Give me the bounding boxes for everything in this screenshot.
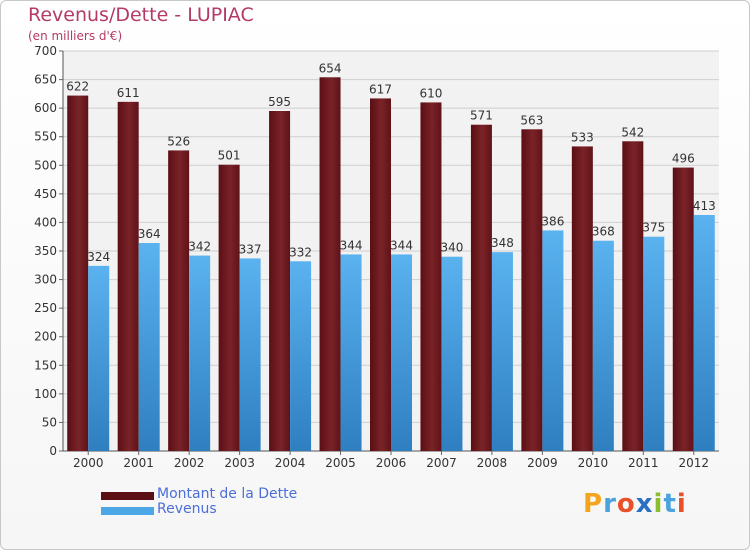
chart-subtitle: (en milliers d'€) [28, 29, 123, 43]
bar-revenue [290, 261, 312, 451]
data-label-revenue: 337 [239, 242, 262, 256]
x-tick-label: 2007 [426, 456, 457, 470]
bar-debt [622, 141, 644, 452]
data-label-debt: 496 [672, 152, 695, 166]
x-tick-label: 2006 [376, 456, 407, 470]
data-label-debt: 542 [621, 125, 644, 139]
bar-revenue [643, 236, 665, 451]
bar-revenue [542, 230, 564, 451]
x-tick-label: 2004 [275, 456, 306, 470]
data-label-debt: 533 [571, 130, 594, 144]
data-label-debt: 526 [167, 134, 190, 148]
bar-debt [571, 146, 593, 451]
legend-swatch-revenue [101, 507, 154, 515]
x-tick-label: 2003 [224, 456, 255, 470]
logo-letter: i [653, 489, 664, 519]
data-label-revenue: 368 [592, 225, 615, 239]
bar-debt [521, 129, 543, 452]
bar-debt [420, 102, 442, 451]
y-tick-label: 0 [49, 444, 57, 458]
bar-debt [67, 95, 89, 452]
data-label-revenue: 344 [340, 238, 363, 252]
y-tick-label: 200 [34, 330, 57, 344]
x-tick-label: 2000 [73, 456, 104, 470]
data-label-debt: 610 [420, 86, 443, 100]
y-tick-label: 50 [42, 415, 57, 429]
x-tick-label: 2005 [325, 456, 356, 470]
x-tick-label: 2010 [578, 456, 609, 470]
logo-letter: r [603, 489, 617, 519]
x-tick-label: 2002 [174, 456, 205, 470]
y-tick-label: 350 [34, 244, 57, 258]
proxiti-logo: Proxiti [583, 489, 687, 519]
data-label-debt: 622 [66, 80, 89, 94]
data-label-revenue: 340 [441, 241, 464, 255]
bar-revenue [239, 258, 261, 451]
legend-label-revenue: Revenus [157, 501, 217, 517]
data-label-revenue: 413 [693, 199, 716, 213]
y-tick-label: 300 [34, 273, 57, 287]
bar-debt [218, 164, 240, 451]
data-label-revenue: 324 [87, 250, 110, 264]
plot-area: 0 50 100 150 200 250 300 350 400 450 500 550 600 650 7… [34, 44, 719, 470]
y-tick-label: 550 [34, 130, 57, 144]
bar-debt [117, 101, 139, 451]
x-tick-label: 2012 [678, 456, 709, 470]
logo-letter: x [635, 489, 654, 519]
bar-revenue [693, 215, 715, 451]
logo-letter: t [663, 489, 677, 519]
bar-revenue [491, 252, 513, 451]
bar-debt [319, 77, 341, 452]
y-tick-label: 700 [34, 44, 57, 58]
chart-title: Revenus/Dette - LUPIAC [28, 4, 254, 26]
data-label-revenue: 386 [541, 214, 564, 228]
data-label-debt: 617 [369, 82, 392, 96]
x-tick-label: 2001 [123, 456, 154, 470]
bar-debt [168, 150, 190, 451]
logo-letter: o [616, 489, 636, 519]
data-label-revenue: 348 [491, 236, 514, 250]
data-label-debt: 654 [319, 61, 342, 75]
y-tick-label: 450 [34, 187, 57, 201]
y-tick-label: 400 [34, 215, 57, 229]
logo-letter: P [583, 489, 604, 519]
data-label-debt: 611 [117, 86, 140, 100]
y-tick-label: 600 [34, 101, 57, 115]
x-tick-label: 2009 [527, 456, 558, 470]
data-label-debt: 571 [470, 109, 493, 123]
bar-revenue [391, 254, 412, 451]
bar-debt [269, 111, 291, 451]
bar-debt [470, 124, 492, 451]
data-label-revenue: 342 [188, 240, 211, 254]
bar-revenue [441, 256, 463, 451]
y-tick-label: 250 [34, 301, 57, 315]
bar-debt [672, 167, 694, 452]
y-tick-label: 650 [34, 73, 57, 87]
y-tick-label: 500 [34, 158, 57, 172]
data-label-debt: 563 [520, 113, 543, 127]
y-tick-label: 100 [34, 387, 57, 401]
data-label-debt: 595 [268, 95, 291, 109]
data-label-revenue: 344 [390, 238, 413, 252]
bar-debt [370, 98, 391, 451]
legend-swatch-debt [101, 492, 154, 500]
logo-letter: i [676, 489, 687, 519]
bar-revenue [88, 265, 110, 451]
legend-label-debt: Montant de la Dette [157, 486, 298, 502]
data-label-revenue: 332 [289, 245, 312, 259]
x-tick-label: 2011 [628, 456, 659, 470]
data-label-revenue: 364 [138, 227, 161, 241]
y-tick-label: 150 [34, 358, 57, 372]
x-tick-label: 2008 [477, 456, 508, 470]
data-label-revenue: 375 [642, 221, 665, 235]
bar-revenue [138, 243, 160, 451]
bar-revenue [340, 254, 362, 451]
bar-revenue [189, 255, 211, 451]
data-label-debt: 501 [218, 149, 241, 163]
bar-revenue [592, 240, 614, 451]
